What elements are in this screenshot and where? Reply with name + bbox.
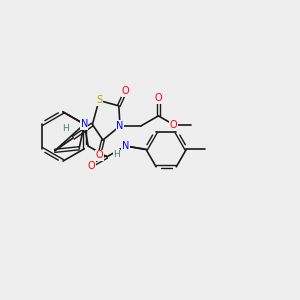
Text: O: O [95,150,103,160]
Text: N: N [116,121,124,131]
Text: O: O [170,120,178,130]
Text: H: H [113,150,120,159]
Text: O: O [122,86,129,96]
Text: O: O [88,161,95,171]
Text: N: N [122,141,129,151]
Text: O: O [154,93,162,103]
Text: S: S [96,95,102,105]
Text: N: N [81,119,88,129]
Text: H: H [62,124,69,134]
